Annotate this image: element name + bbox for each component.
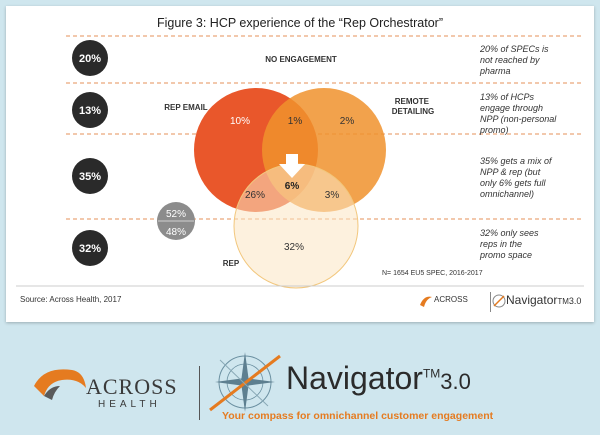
row-circle-3: 32%: [72, 230, 108, 266]
figure-card: Figure 3: HCP experience of the “Rep Orc…: [6, 6, 594, 322]
mini-compass-icon: [492, 294, 506, 308]
value-rep-only: 32%: [284, 242, 304, 253]
source-text: Source: Across Health, 2017: [20, 295, 122, 304]
row-percent: 13%: [79, 105, 101, 117]
across-swoosh-shadow-icon: [44, 386, 60, 400]
mini-divider: [490, 292, 491, 312]
mini-swoosh-icon: [420, 296, 432, 307]
row-note-3: 32% only sees reps in the promo space: [480, 228, 539, 260]
down-arrow-icon: [279, 154, 305, 178]
value-remote-only: 2%: [340, 116, 355, 127]
health-logo-text: HEALTH: [98, 399, 161, 410]
set-label-remote-detailing: REMOTE DETAILING: [392, 97, 435, 116]
navigator-tagline: Your compass for omnichannel customer en…: [222, 410, 494, 422]
rep-split-top: 52%: [166, 209, 186, 220]
value-email-rep: 26%: [245, 190, 265, 201]
value-all-three: 6%: [285, 181, 300, 192]
value-email-remote: 1%: [288, 116, 303, 127]
row-circle-2: 35%: [72, 158, 108, 194]
mini-across-text: ACROSS: [434, 295, 468, 304]
figure-title: Figure 3: HCP experience of the “Rep Orc…: [156, 16, 443, 30]
navigator-logo-text: NavigatorTM3.0: [286, 360, 471, 396]
row-note-2: 35% gets a mix of NPP & rep (but only 6% g…: [480, 156, 552, 199]
row-note-0: 20% of SPECs is not reached by pharma: [480, 44, 549, 76]
across-logo-text: ACROSS: [86, 374, 178, 399]
compass-icon: [209, 352, 281, 412]
row-circle-1: 13%: [72, 92, 108, 128]
value-rep-email-only: 10%: [230, 116, 250, 127]
brand-logos: [34, 352, 281, 412]
row-percent: 32%: [79, 243, 101, 255]
logo-divider: [199, 366, 200, 420]
mini-logo: ACROSS NavigatorTM3.0: [420, 292, 586, 316]
row-circle-0: 20%: [72, 40, 108, 76]
value-remote-rep: 3%: [325, 190, 340, 201]
rep-split-bottom: 48%: [166, 227, 186, 238]
row-percent: 20%: [79, 53, 101, 65]
set-label-rep-email: REP EMAIL: [164, 103, 208, 112]
no-engagement-label: NO ENGAGEMENT: [265, 55, 337, 64]
across-swoosh-icon: [34, 369, 86, 396]
set-label-rep: REP: [223, 259, 240, 268]
venn-chart: 20% 13% 35% 32% NO ENGAGEMENT REP EMAIL …: [16, 35, 584, 289]
row-note-1: 13% of HCPs engage through NPP (non-person…: [480, 92, 557, 135]
mini-navigator-text: NavigatorTM3.0: [506, 293, 582, 307]
rep-split-circle: 52% 48%: [157, 202, 195, 240]
row-percent: 35%: [79, 171, 101, 183]
sample-size: N= 1654 EU5 SPEC, 2016-2017: [382, 270, 483, 277]
